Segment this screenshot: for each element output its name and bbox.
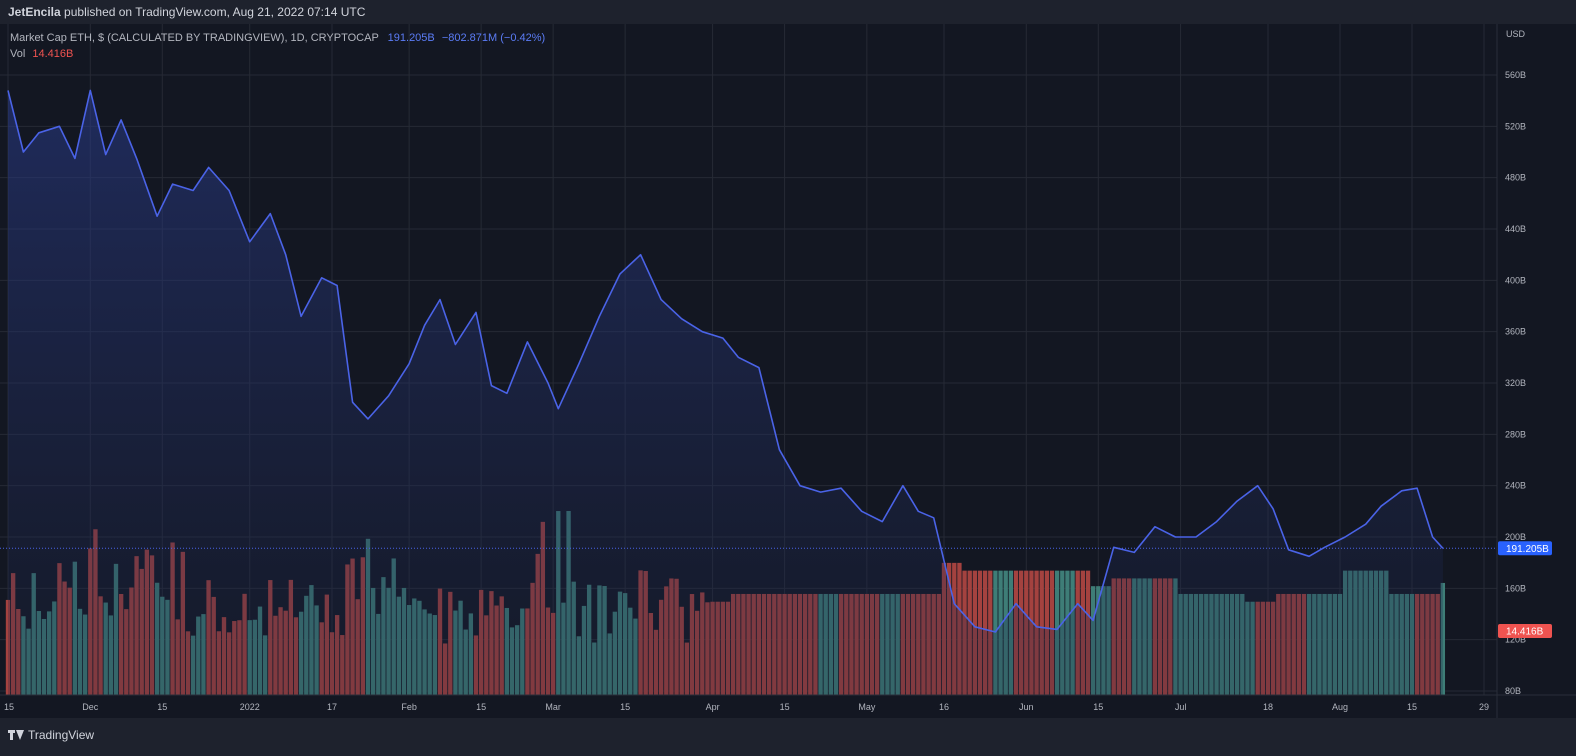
price-line bbox=[7, 89, 1444, 633]
x-tick-label: 15 bbox=[620, 702, 630, 712]
y-tick-label: 280B bbox=[1505, 429, 1526, 439]
x-tick-label: 15 bbox=[1407, 702, 1417, 712]
y-tick-label: 320B bbox=[1505, 378, 1526, 388]
last-volume-tag bbox=[1498, 624, 1552, 638]
tradingview-logo-icon bbox=[8, 730, 24, 740]
author-name[interactable]: JetEncila bbox=[8, 5, 61, 19]
x-tick-label: 15 bbox=[476, 702, 486, 712]
last-volume-tag-label: 14.416B bbox=[1506, 627, 1544, 638]
symbol-title[interactable]: Market Cap ETH, $ (CALCULATED BY TRADING… bbox=[10, 32, 379, 44]
footer: TradingView bbox=[0, 718, 1576, 756]
x-tick-label: Apr bbox=[706, 702, 720, 712]
x-tick-label: May bbox=[858, 702, 876, 712]
y-tick-label: 440B bbox=[1505, 224, 1526, 234]
x-tick-label: 15 bbox=[780, 702, 790, 712]
y-tick-label: 400B bbox=[1505, 275, 1526, 285]
volume-value: 14.416B bbox=[32, 48, 74, 60]
y-axis-unit: USD bbox=[1506, 29, 1526, 39]
y-tick-label: 560B bbox=[1505, 70, 1526, 80]
market-cap-chart[interactable]: USD 560B 520B 480B 440B 400B 360B 320B 280B 240B 2… bbox=[0, 24, 1576, 718]
y-tick-label: 240B bbox=[1505, 481, 1526, 491]
volume-label[interactable]: Vol bbox=[10, 48, 26, 60]
last-price-tag-label: 191.205B bbox=[1506, 544, 1549, 555]
y-tick-label: 80B bbox=[1505, 686, 1521, 696]
chart-legend: Market Cap ETH, $ (CALCULATED BY TRADING… bbox=[10, 30, 545, 62]
x-tick-label: 18 bbox=[1263, 702, 1273, 712]
y-tick-label: 160B bbox=[1505, 583, 1526, 593]
x-tick-label: 17 bbox=[327, 702, 337, 712]
x-tick-label: 16 bbox=[939, 702, 949, 712]
y-tick-label: 120B bbox=[1505, 635, 1526, 645]
x-tick-label: 15 bbox=[157, 702, 167, 712]
brand-name: TradingView bbox=[28, 728, 95, 742]
y-tick-label: 360B bbox=[1505, 327, 1526, 337]
price-axis bbox=[1497, 24, 1576, 718]
x-tick-label: Feb bbox=[401, 702, 417, 712]
x-tick-label: Jul bbox=[1175, 702, 1187, 712]
publish-info: published on TradingView.com, Aug 21, 20… bbox=[64, 5, 366, 19]
last-value: 191.205B bbox=[387, 32, 435, 44]
x-tick-label: 15 bbox=[1093, 702, 1103, 712]
x-tick-label: 2022 bbox=[240, 702, 260, 712]
x-tick-label: Mar bbox=[545, 702, 561, 712]
y-tick-label: 200B bbox=[1505, 532, 1526, 542]
x-tick-label: 29 bbox=[1479, 702, 1489, 712]
publish-header: JetEncila published on TradingView.com, … bbox=[0, 0, 1576, 24]
y-tick-label: 480B bbox=[1505, 173, 1526, 183]
price-area bbox=[8, 90, 1443, 695]
x-tick-label: Dec bbox=[82, 702, 99, 712]
price-change: −802.871M (−0.42%) bbox=[441, 32, 546, 44]
x-tick-label: 15 bbox=[4, 702, 14, 712]
last-price-tag bbox=[1498, 541, 1552, 556]
y-tick-label: 520B bbox=[1505, 121, 1526, 131]
x-tick-label: Jun bbox=[1019, 702, 1034, 712]
tradingview-brand[interactable]: TradingView bbox=[8, 728, 94, 742]
x-tick-label: Aug bbox=[1332, 702, 1348, 712]
